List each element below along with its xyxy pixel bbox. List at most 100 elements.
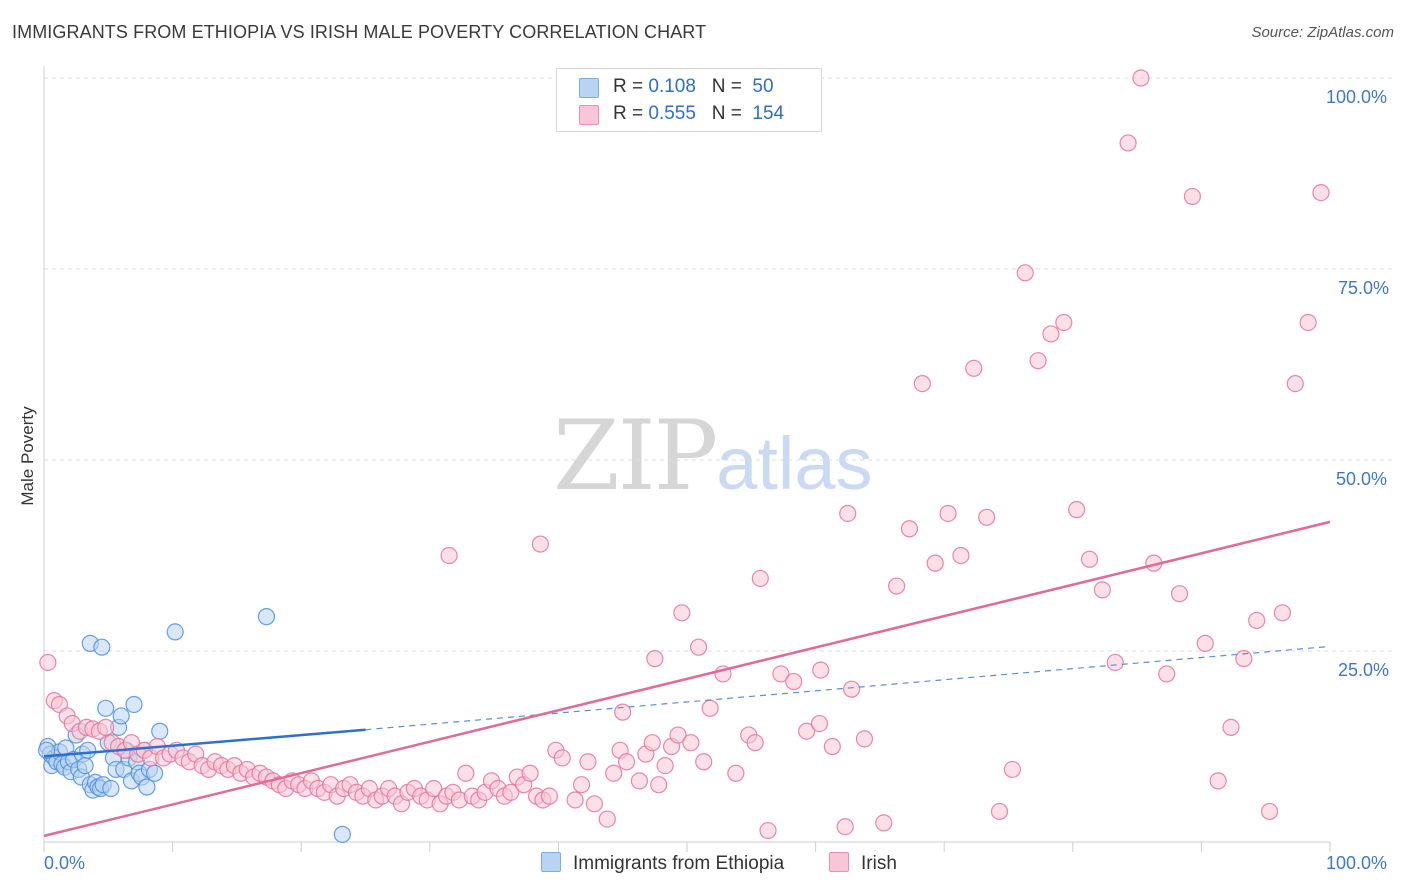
point-irish [646,650,664,668]
x-tick-label-0: 0.0% [44,853,86,873]
bottom-legend-irish: Irish [829,852,897,875]
y-axis-label: Male Poverty [18,406,37,506]
legend-n-label: N = [711,76,748,97]
point-irish [1260,802,1279,821]
point-irish [1042,325,1060,343]
point-ethiopia [79,741,97,759]
point-irish [836,818,854,836]
legend-n-value: 50 [752,76,774,97]
point-irish [1286,375,1304,393]
point-irish [682,734,700,752]
point-irish [1235,650,1253,668]
chart-source: Source: ZipAtlas.com [1251,24,1394,41]
point-irish [540,787,558,805]
point-irish [913,375,931,393]
point-ethiopia [97,699,115,717]
point-irish [1170,585,1189,603]
y-tick-label-100: 100.0% [1326,87,1388,107]
point-irish [579,753,597,771]
bottom-legend-ethiopia: Immigrants from Ethiopia [541,852,784,875]
legend-r-value: 0.108 [648,76,696,97]
trend-line-ethiopia-extension [365,645,1331,731]
point-ethiopia [112,707,130,725]
trend-line-irish [43,520,1331,838]
watermark-zip: ZIP [553,400,718,512]
watermark-atlas: atlas [716,422,873,505]
point-irish [823,737,841,756]
point-irish [900,520,919,538]
point-irish [1132,69,1150,87]
point-irish [812,661,830,679]
point-irish [617,753,636,771]
point-ethiopia [37,741,56,759]
point-irish [97,718,115,737]
point-ethiopia [138,778,156,796]
y-tick-label-75: 75.0% [1338,278,1390,298]
legend-r-label: R = [613,76,649,97]
point-irish [502,783,520,801]
point-irish [669,726,687,744]
point-irish [727,764,745,782]
bottom-legend-label-ethiopia: Immigrants from Ethiopia [573,853,785,874]
legend-text-ethiopia: R = 0.108 N = 50 [613,76,774,98]
point-irish [839,504,857,523]
point-irish [689,638,708,656]
point-irish [643,734,661,752]
point-irish [605,764,623,782]
point-irish [701,699,719,717]
point-irish [457,764,475,782]
point-ethiopia [257,608,276,626]
point-irish [751,569,769,588]
point-irish [1016,264,1034,282]
trend-lines [43,520,1331,838]
point-ethiopia [151,722,169,740]
legend-n-value: 154 [752,103,785,124]
point-irish [965,359,983,377]
point-irish [1222,718,1240,737]
point-irish [1312,184,1330,202]
grid-lines [44,77,1394,652]
point-ethiopia [102,779,120,798]
point-irish [1080,550,1099,568]
legend-swatch-irish [579,105,599,125]
point-irish [566,791,584,809]
point-irish [695,753,713,771]
point-ethiopia [166,623,184,641]
point-irish [630,772,649,790]
point-irish [952,546,970,565]
chart-title: IMMIGRANTS FROM ETHIOPIA VS IRISH MALE P… [12,22,707,42]
point-irish [1209,772,1227,790]
point-irish [875,814,893,832]
point-ethiopia [333,825,351,843]
point-ethiopia [145,764,164,782]
x-tick-label-100: 100.0% [1326,853,1388,873]
point-irish [1158,665,1176,683]
point-irish [1029,352,1047,370]
bottom-legend-swatch-ethiopia [541,852,561,872]
stats-legend: R = 0.108 N = 50 R = 0.555 N = 154 [556,68,822,132]
point-irish [1196,634,1214,652]
point-irish [939,504,957,523]
point-irish [1055,313,1073,332]
point-irish [39,653,57,672]
legend-r-value: 0.555 [648,103,696,124]
point-irish [1093,581,1111,599]
point-irish [572,776,591,794]
watermark: ZIPatlas [553,400,873,512]
y-tick-label-50: 50.0% [1336,469,1388,489]
point-irish [785,672,803,691]
point-irish [978,508,996,526]
point-irish [614,703,632,721]
point-irish [521,764,539,782]
point-irish [1106,653,1124,672]
point-irish [553,749,571,767]
axes [43,66,1331,852]
point-irish [746,734,764,752]
point-ethiopia [76,756,94,775]
scatter-points [37,69,1330,843]
point-irish [531,535,549,553]
point-irish [926,554,944,572]
point-irish [990,802,1009,821]
legend-r-label: R = [613,103,649,124]
